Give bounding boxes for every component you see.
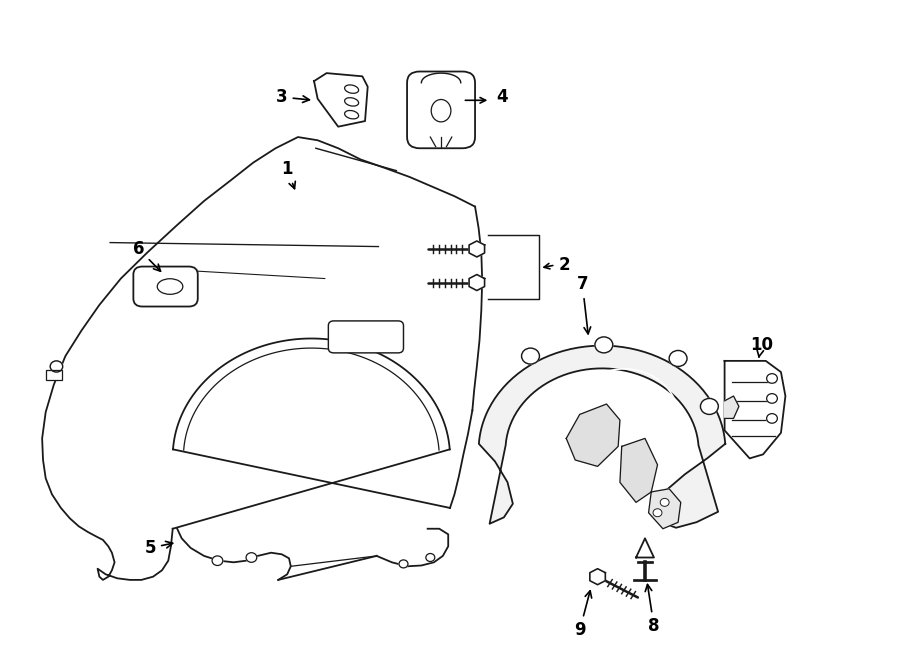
Ellipse shape bbox=[345, 110, 358, 119]
Ellipse shape bbox=[158, 279, 183, 294]
Polygon shape bbox=[636, 538, 654, 557]
Circle shape bbox=[653, 509, 662, 517]
Bar bbox=[46, 370, 62, 380]
Polygon shape bbox=[590, 568, 606, 585]
Circle shape bbox=[767, 414, 778, 423]
Text: 7: 7 bbox=[577, 275, 590, 334]
Circle shape bbox=[246, 553, 256, 563]
Text: 9: 9 bbox=[574, 591, 591, 639]
Text: 1: 1 bbox=[282, 160, 295, 188]
FancyBboxPatch shape bbox=[407, 71, 475, 148]
Polygon shape bbox=[479, 346, 725, 527]
Polygon shape bbox=[620, 438, 658, 502]
Text: 10: 10 bbox=[750, 336, 773, 357]
Polygon shape bbox=[649, 488, 680, 529]
Circle shape bbox=[212, 556, 223, 566]
FancyBboxPatch shape bbox=[133, 266, 198, 307]
Circle shape bbox=[595, 337, 613, 353]
FancyBboxPatch shape bbox=[328, 321, 403, 353]
Text: 5: 5 bbox=[145, 539, 173, 557]
Circle shape bbox=[50, 361, 63, 372]
Circle shape bbox=[661, 498, 669, 506]
Circle shape bbox=[399, 560, 408, 568]
Ellipse shape bbox=[431, 100, 451, 122]
Polygon shape bbox=[314, 73, 368, 127]
Text: 4: 4 bbox=[496, 88, 508, 106]
Circle shape bbox=[426, 553, 435, 561]
Polygon shape bbox=[469, 241, 484, 257]
Text: 8: 8 bbox=[645, 584, 660, 635]
Text: 3: 3 bbox=[276, 88, 310, 106]
Text: 6: 6 bbox=[133, 240, 160, 271]
Circle shape bbox=[767, 373, 778, 383]
Circle shape bbox=[669, 350, 687, 366]
Polygon shape bbox=[724, 396, 739, 418]
Circle shape bbox=[522, 348, 539, 364]
Circle shape bbox=[700, 399, 718, 414]
Ellipse shape bbox=[345, 85, 358, 93]
Polygon shape bbox=[566, 404, 620, 467]
Polygon shape bbox=[724, 361, 786, 458]
Polygon shape bbox=[469, 274, 484, 291]
Circle shape bbox=[767, 394, 778, 403]
Ellipse shape bbox=[345, 98, 358, 106]
Text: 2: 2 bbox=[559, 256, 571, 274]
